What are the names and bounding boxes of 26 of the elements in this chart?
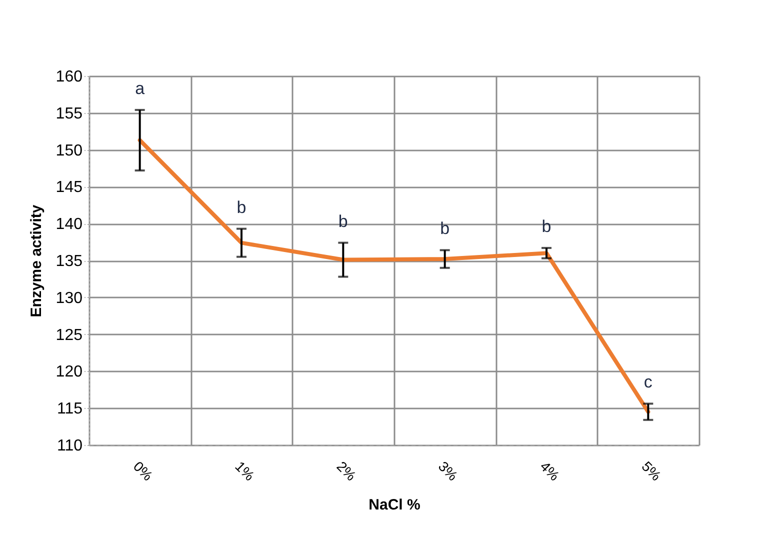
line-series: [138, 138, 650, 414]
annotation: b: [440, 219, 450, 238]
y-tick-label: 115: [56, 400, 83, 418]
y-tick-label: 110: [56, 438, 83, 454]
x-tick-label: 5%: [638, 458, 664, 484]
y-tick-label: 150: [56, 142, 83, 160]
y-tick-label: 120: [56, 364, 83, 381]
annotation: b: [338, 212, 348, 231]
annotation: c: [644, 372, 653, 392]
x-tick-label: 0%: [130, 458, 156, 484]
annotation: a: [135, 78, 146, 98]
y-tick-label: 125: [56, 326, 83, 344]
y-tick-label: 135: [56, 253, 83, 270]
y-tick-label: 130: [56, 290, 83, 307]
y-tick-label: 140: [56, 216, 83, 234]
y-tick-label: 160: [56, 68, 83, 86]
x-tick-label: 2%: [334, 458, 360, 484]
x-tick-label: 3%: [435, 458, 462, 484]
annotation: b: [236, 198, 246, 217]
y-tick-label: 155: [56, 105, 83, 122]
y-tick-label: 145: [56, 179, 83, 196]
x-tick-label: 1%: [232, 458, 258, 484]
x-tick-label: 4%: [537, 458, 563, 484]
y-axis-title: Enzyme activity: [28, 204, 45, 318]
annotation: b: [542, 216, 552, 236]
x-axis-title: NaCl %: [368, 496, 420, 514]
